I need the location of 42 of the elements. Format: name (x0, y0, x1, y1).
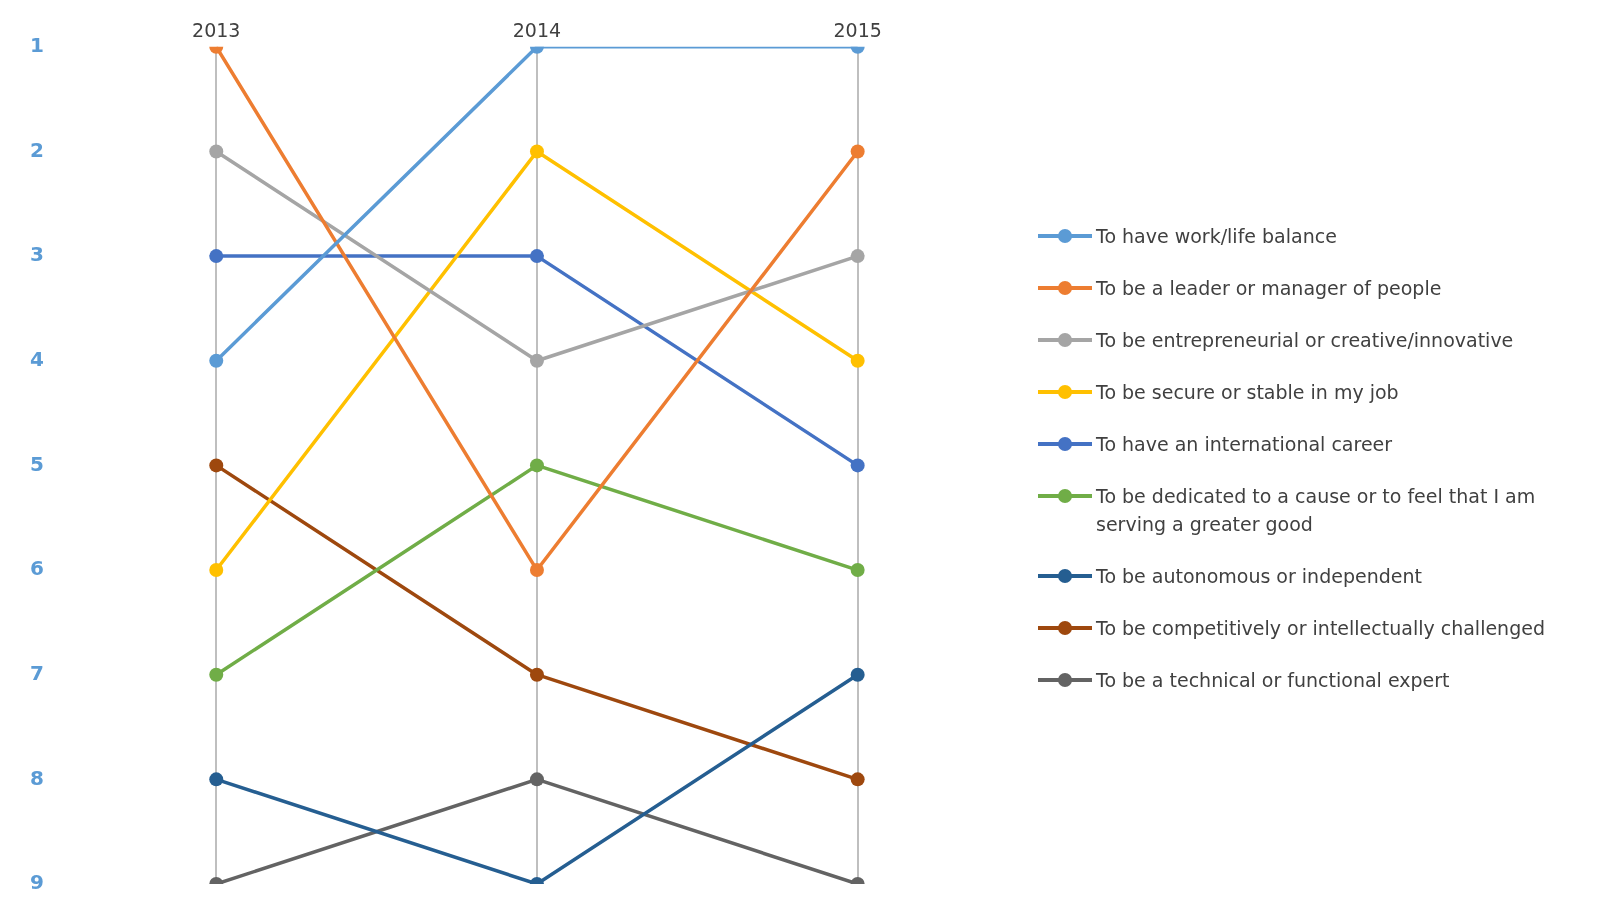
legend-label: To be a leader or manager of people (1096, 276, 1442, 301)
point (209, 144, 224, 159)
y-tick-label: 5 (29, 451, 44, 476)
point (209, 458, 224, 473)
y-tick-label: 8 (29, 765, 44, 790)
legend-label: To have an international career (1096, 432, 1393, 457)
legend-label: To be a technical or functional expert (1096, 668, 1450, 693)
y-tick-label: 4 (29, 346, 44, 371)
point (850, 563, 865, 578)
point (529, 353, 544, 368)
y-tick-label: 2 (29, 137, 44, 162)
legend-label: To be secure or stable in my job (1096, 380, 1399, 405)
x-tick-label: 2015 (833, 19, 882, 42)
point (850, 667, 865, 682)
legend-label: To be autonomous or independent (1096, 564, 1422, 589)
point (529, 667, 544, 682)
point (529, 563, 544, 578)
legend-label: To be entrepreneurial or creative/innovative (1096, 328, 1514, 353)
y-tick-label: 1 (29, 33, 44, 57)
point (850, 249, 865, 264)
x-tick-label: 2013 (192, 19, 241, 42)
point (209, 353, 224, 368)
point (529, 144, 544, 159)
y-tick-label: 7 (29, 660, 44, 685)
y-tick-label: 9 (29, 870, 44, 895)
x-tick-label: 2014 (512, 19, 562, 42)
point (850, 772, 865, 787)
point (209, 772, 224, 787)
legend-label: To have work/life balance (1096, 224, 1337, 249)
y-tick-label: 3 (29, 242, 44, 267)
point (209, 563, 224, 578)
y-tick-label: 6 (29, 556, 44, 581)
point (529, 458, 544, 473)
point (850, 353, 865, 368)
point (850, 458, 865, 473)
legend-label: To be competitively or intellectually challenged (1096, 616, 1545, 641)
point (209, 249, 224, 264)
point (209, 667, 224, 682)
point (529, 772, 544, 787)
point (850, 144, 865, 159)
point (529, 249, 544, 264)
legend-label: To be dedicated to a cause or to feel that I am serving a greater good (1096, 484, 1537, 537)
